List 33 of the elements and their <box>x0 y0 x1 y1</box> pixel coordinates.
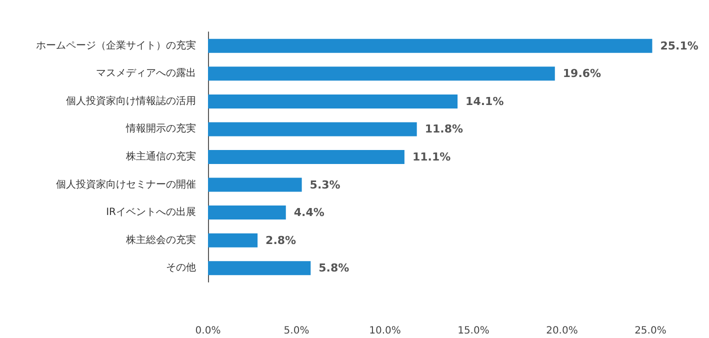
y-tick-label: その他 <box>166 262 196 274</box>
x-tick-label: 25.0% <box>634 326 666 336</box>
x-tick-label: 20.0% <box>546 326 578 336</box>
bar <box>208 150 404 164</box>
data-label: 11.8% <box>424 122 464 136</box>
y-tick-label: マスメディアへの露出 <box>96 67 196 80</box>
bar <box>208 38 652 53</box>
data-label: 11.1% <box>412 150 451 164</box>
data-label: 5.3% <box>310 178 340 192</box>
y-tick-label: 個人投資家向けセミナーの開催 <box>56 178 196 190</box>
bar <box>208 233 258 248</box>
x-tick-label: 10.0% <box>369 326 401 336</box>
bar <box>208 122 417 136</box>
bar <box>208 178 302 192</box>
data-label: 5.8% <box>318 262 350 275</box>
data-label: 4.4% <box>294 206 324 220</box>
bar <box>208 66 555 81</box>
bar <box>208 94 458 108</box>
y-tick-label: 個人投資家向け情報誌の活用 <box>66 94 196 107</box>
data-label: 25.1% <box>660 39 698 52</box>
data-label: 2.8% <box>266 234 296 247</box>
x-tick-label: 0.0% <box>195 326 221 336</box>
data-label: 14.1% <box>466 94 504 108</box>
y-tick-label: 株主通信の充実 <box>125 150 196 162</box>
data-label: 19.6% <box>562 67 602 80</box>
y-tick-label: 情報開示の充実 <box>125 122 196 135</box>
x-tick-label: 15.0% <box>458 326 490 336</box>
y-tick-label: ホームページ（企業サイト）の充実 <box>36 39 196 52</box>
y-tick-label: 株主総会の充実 <box>125 234 196 246</box>
y-tick-label: IRイベントへの出展 <box>106 206 196 218</box>
bar <box>208 261 311 276</box>
bar <box>208 206 286 220</box>
x-tick-label: 5.0% <box>284 326 310 336</box>
